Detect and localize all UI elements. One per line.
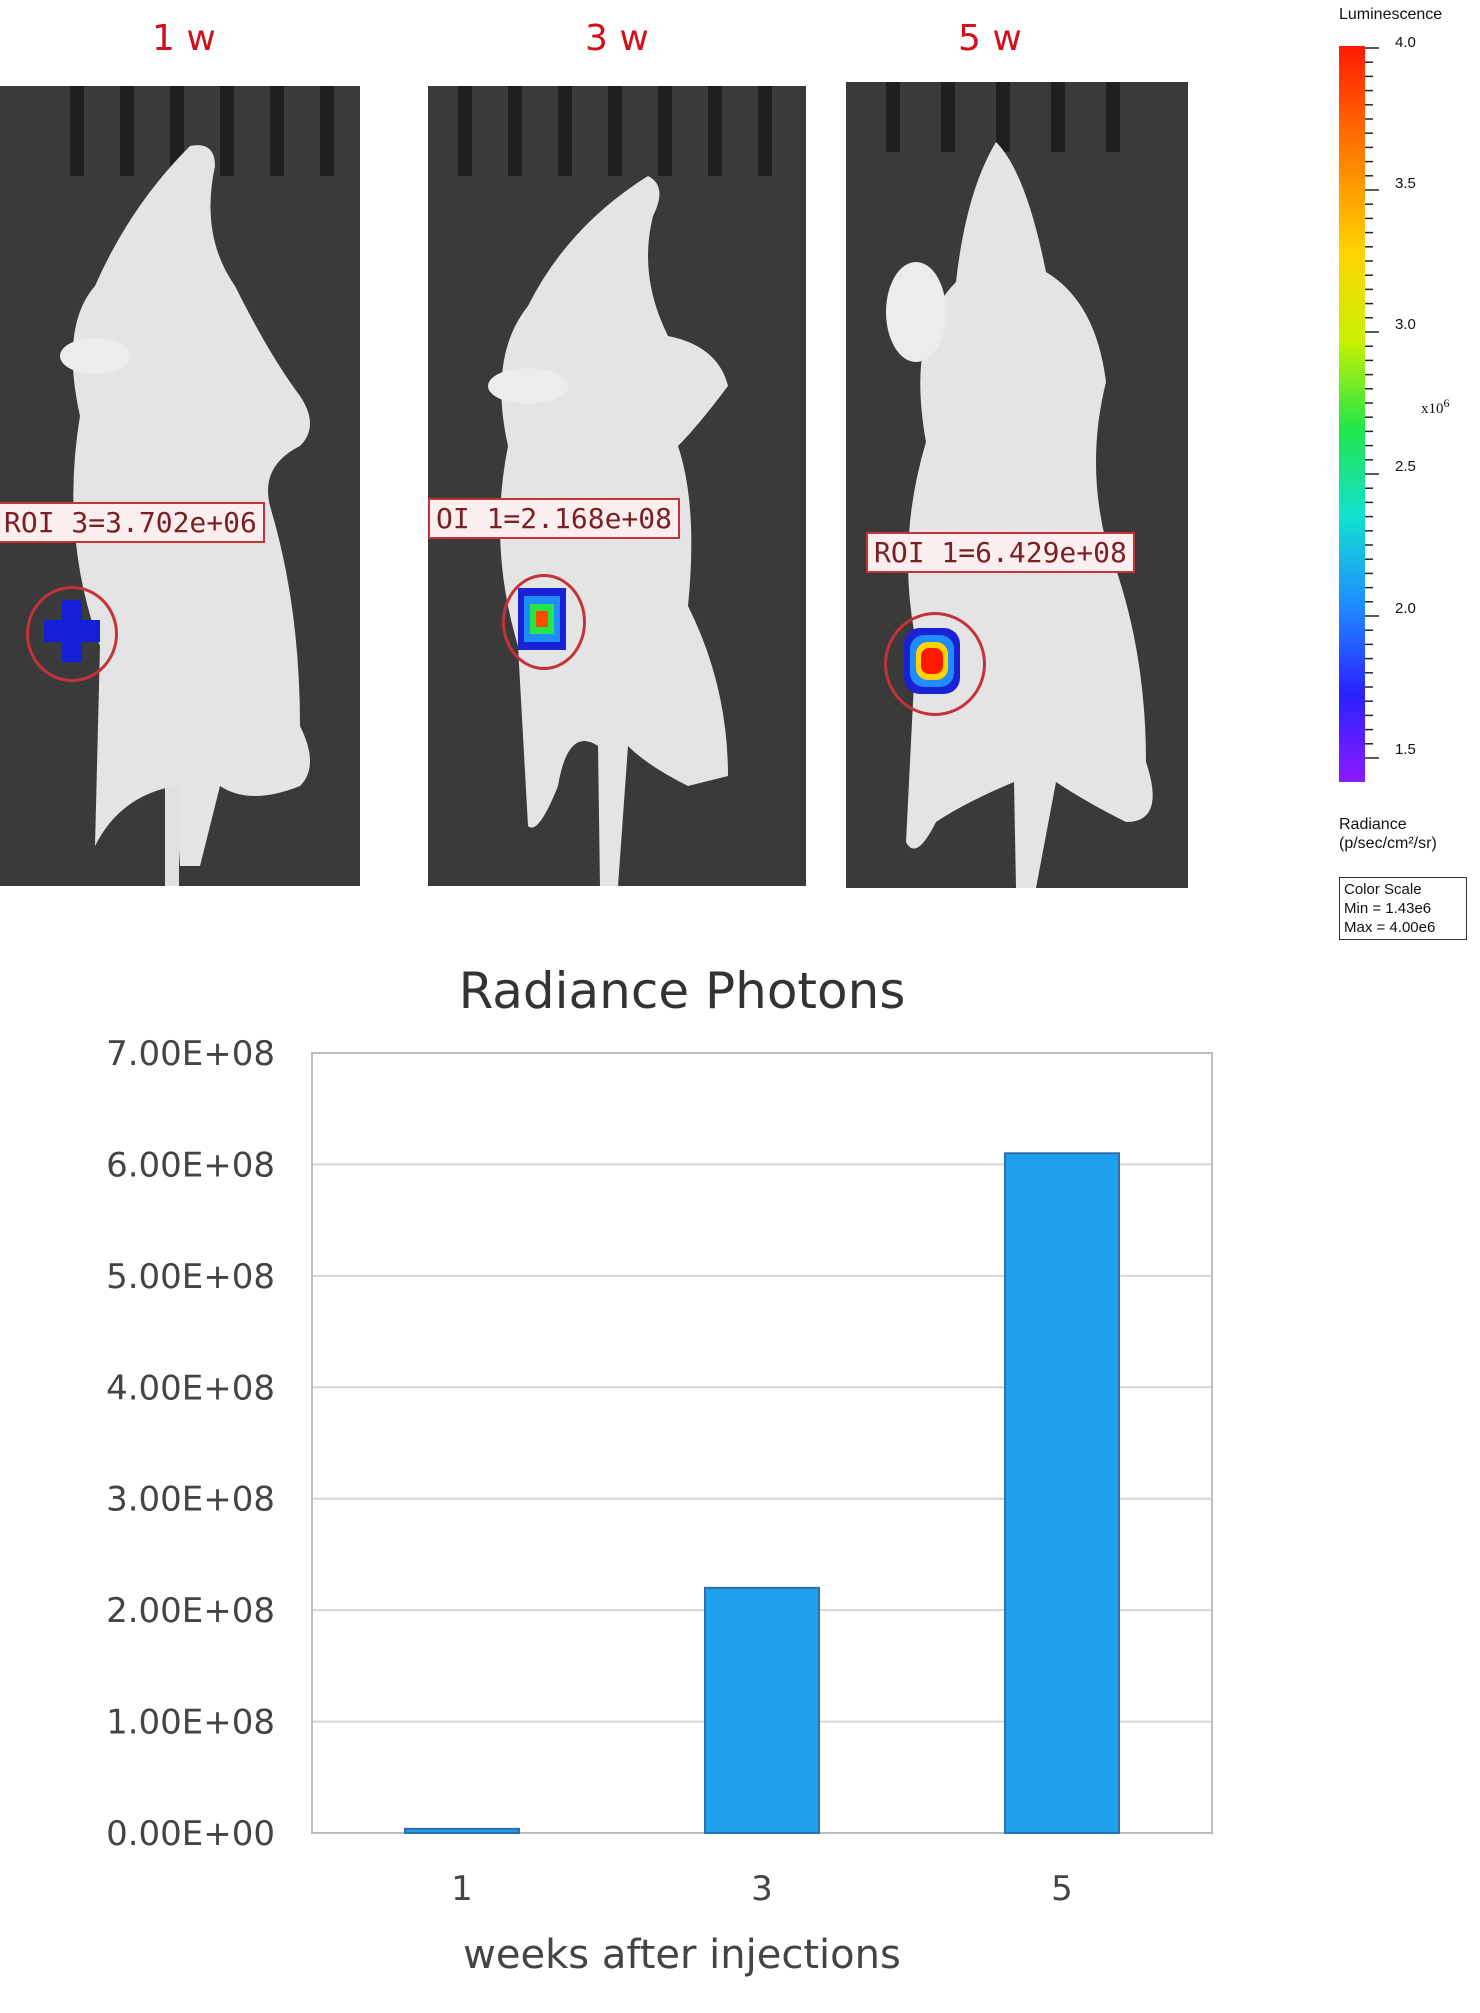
color-scale-box: Color Scale Min = 1.43e6 Max = 4.00e6 xyxy=(1339,877,1467,940)
color-scale-title: Luminescence xyxy=(1339,6,1443,23)
scale-tick-1.5: 1.5 xyxy=(1395,741,1416,758)
roi-circle-week-1 xyxy=(26,586,118,682)
roi-label-week-5: ROI 1=6.429e+08 xyxy=(866,532,1135,573)
radiance-unit-label: Radiance (p/sec/cm²/sr) xyxy=(1339,816,1437,852)
week-label-5: 5 w xyxy=(958,18,1022,59)
roi-label-week-1: ROI 3=3.702e+06 xyxy=(0,502,265,543)
roi-heat-week-1 xyxy=(44,600,100,662)
x-axis-label: weeks after injections xyxy=(463,1932,901,1978)
bar-week-3 xyxy=(704,1586,820,1834)
scale-tick-2.0: 2.0 xyxy=(1395,600,1416,617)
bar-week-5 xyxy=(1004,1152,1120,1835)
x-tick-label: 5 xyxy=(1051,1869,1073,1909)
scale-tick-2.5: 2.5 xyxy=(1395,458,1416,475)
color-scale-ticks xyxy=(1365,47,1379,759)
mouse-image-week-3 xyxy=(428,86,806,886)
scale-tick-3.5: 3.5 xyxy=(1395,175,1416,192)
week-label-3: 3 w xyxy=(585,18,649,59)
roi-heat-week-3 xyxy=(518,588,566,650)
y-tick-label: 1.00E+08 xyxy=(106,1703,275,1743)
y-tick-label: 6.00E+08 xyxy=(106,1145,275,1185)
mouse-image-week-1 xyxy=(0,86,360,886)
scale-tick-4.0: 4.0 xyxy=(1395,34,1416,51)
y-tick-label: 7.00E+08 xyxy=(106,1034,275,1074)
week-label-1: 1 w xyxy=(152,18,216,59)
y-tick-label: 5.00E+08 xyxy=(106,1257,275,1297)
color-scale-legend: Luminescence 4.0 3.5 3.0 2.5 2.0 1.5 x10… xyxy=(1335,0,1480,960)
roi-label-week-3: OI 1=2.168e+08 xyxy=(428,498,681,539)
x-tick-label: 1 xyxy=(451,1869,473,1909)
mouse-image-week-5 xyxy=(846,82,1188,888)
y-tick-label: 0.00E+00 xyxy=(106,1814,275,1854)
scale-exponent: x106 xyxy=(1421,396,1450,417)
y-tick-label: 2.00E+08 xyxy=(106,1591,275,1631)
y-tick-label: 3.00E+08 xyxy=(106,1480,275,1520)
roi-heat-week-5 xyxy=(904,628,960,694)
scale-tick-3.0: 3.0 xyxy=(1395,316,1416,333)
bar-week-1 xyxy=(404,1827,520,1835)
roi-circle-week-5 xyxy=(884,612,986,716)
roi-circle-week-3 xyxy=(502,574,586,670)
color-scale-gradient xyxy=(1339,46,1365,782)
radiance-bar-chart: Radiance Photons 0.00E+00 1.00E+08 2.00E+08… xyxy=(0,950,1230,2008)
chart-title: Radiance Photons xyxy=(459,962,906,1020)
x-tick-label: 3 xyxy=(751,1869,773,1909)
y-tick-label: 4.00E+08 xyxy=(106,1368,275,1408)
